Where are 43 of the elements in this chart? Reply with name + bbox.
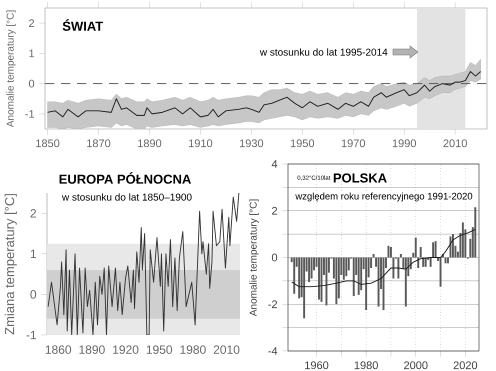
x-tick-label: 1910 <box>189 139 212 148</box>
x-tick-label: 1950 <box>146 345 172 354</box>
text: względem roku referencyjnego 1991-2020 <box>295 192 472 202</box>
y-axis-title: Zmiana temperatury [°C] <box>4 194 17 334</box>
y-tick-label: 0 <box>272 254 278 262</box>
chart-title: EUROPA PÓŁNOCNA <box>60 172 191 184</box>
x-tick-label: 1970 <box>342 139 366 148</box>
x-tick-label: 1920 <box>113 345 138 354</box>
x-tick-label: 1980 <box>180 345 206 354</box>
x-tick-label: 2020 <box>454 361 478 370</box>
y-tick-label: 1 <box>29 50 34 58</box>
y-tick-label: 0 <box>30 290 36 299</box>
y-tick-label: 2 <box>29 19 34 27</box>
y-tick-label: 1 <box>30 250 36 258</box>
y-tick-label: -2 <box>268 300 278 308</box>
line-series <box>291 228 476 288</box>
x-tick-label: 1950 <box>290 139 314 148</box>
x-tick-label: 1990 <box>392 139 416 148</box>
x-tick-label: 1870 <box>87 139 110 148</box>
y-tick-label: 0 <box>28 80 34 88</box>
x-tick-label: 1850 <box>36 139 60 148</box>
y-tick-label: 2 <box>30 209 36 218</box>
text: POLSKA <box>334 173 387 183</box>
chart-subtitle: w stosunku do lat 1850–1900 <box>62 193 192 201</box>
x-tick-label: 1980 <box>354 361 378 370</box>
x-tick-label: 1890 <box>79 345 105 354</box>
y-tick-label: -1 <box>25 110 34 118</box>
text: ŚWIAT <box>62 19 104 31</box>
y-tick-label: 4 <box>272 160 278 168</box>
annotation: w stosunku do lat 1995-2014 <box>260 48 388 56</box>
x-tick-label: 1860 <box>46 345 72 354</box>
x-tick-label: 1930 <box>240 139 264 148</box>
x-tick-label: 2010 <box>214 345 240 354</box>
x-tick-label: 2000 <box>404 361 428 370</box>
y-axis-title: Anomalie temperatury [°C] <box>249 200 259 316</box>
x-tick-label: 1890 <box>138 139 162 148</box>
y-axis-title: Anomalie temperatury [°C] <box>6 10 16 128</box>
x-tick-label: 2010 <box>443 139 467 148</box>
x-tick-label: 1960 <box>305 361 328 370</box>
y-tick-label: 2 <box>272 206 278 215</box>
line-series <box>48 192 240 335</box>
y-tick-label: -1 <box>26 330 36 340</box>
y-tick-label: -4 <box>268 347 278 355</box>
